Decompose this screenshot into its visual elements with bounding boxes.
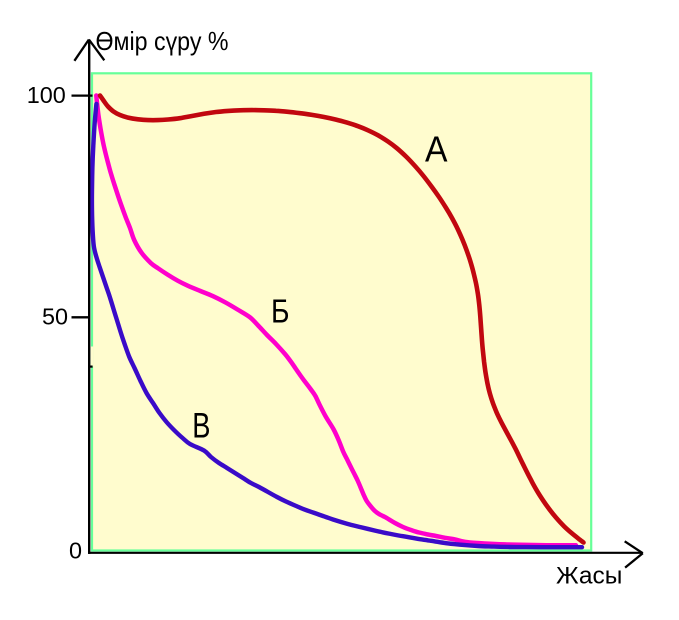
svg-text:В: В — [192, 406, 210, 445]
svg-text:Өмір сүру %: Өмір сүру % — [96, 26, 229, 56]
svg-text:100: 100 — [27, 82, 66, 108]
svg-text:50: 50 — [42, 303, 68, 329]
svg-text:А: А — [425, 128, 448, 169]
svg-text:Жасы: Жасы — [556, 563, 622, 590]
svg-text:Б: Б — [271, 293, 290, 330]
svg-text:0: 0 — [69, 537, 82, 563]
